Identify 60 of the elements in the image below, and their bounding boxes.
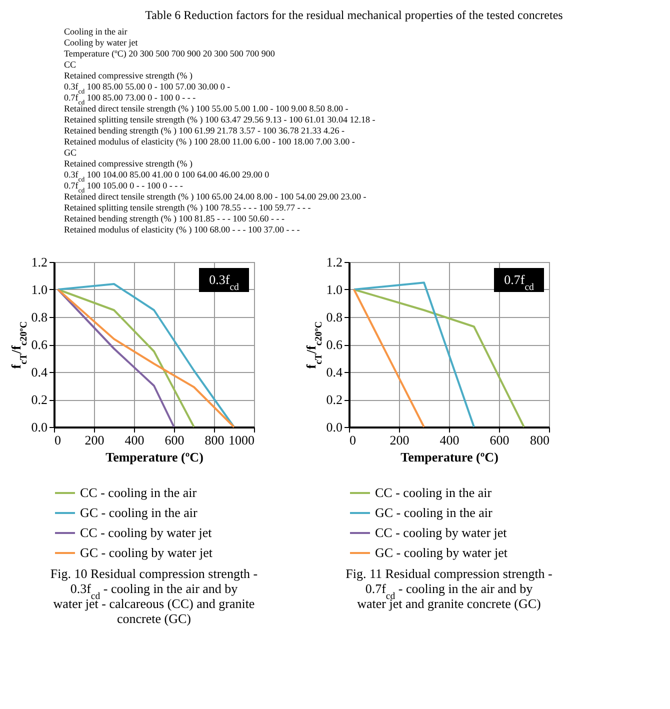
y-tick-label: 1.0 [326,282,342,297]
legend-label: CC - cooling by water jet [375,525,508,540]
text: 0.7f$_{cd}$ 100 85.00 73.00 0 - 100 0 - - - [64,92,196,106]
text: 0.7f$_{cd}$ 100 105.00 0 - - 100 0 - - - [64,180,183,194]
text: CC [64,60,76,70]
y-tick-label: 0.0 [326,420,342,434]
y-tick-label: 0.8 [326,310,342,324]
legend-label: CC - cooling in the air [375,485,492,500]
legend-label: GC - cooling by water jet [80,545,213,560]
annotation: 0.3f$_{cd}$ [209,272,240,292]
text: Retained splitting tensile strength (% ) 100 78.55 - - - 100 59.77 - - - [64,202,311,212]
y-tick-label: 0.6 [31,337,48,352]
legend-label: GC - cooling by water jet [375,545,508,560]
x-tick-label: 600 [164,432,184,448]
y-tick-label: 0.4 [31,364,48,380]
text: Retained modulus of elasticity (% ) 100 68.00 - - - 100 37.00 - - - [64,224,300,234]
text: Fig. 10 Residual compression strength - 0.3f$_{cd}$ - cooling in the air and by water jet - calcareous (CC) and granite concrete (GC) [50,566,258,626]
text: Retained bending strength (% ) 100 81.85 - - - 100 50.60 - - - [64,214,284,224]
y-tick-label: 1.0 [31,282,48,297]
text: Retained modulus of elasticity (% ) 100 28.00 11.00 6.00 - 100 18.00 7.00 3.00 - [64,136,355,146]
text: 0.3f$_{cd}$ 100 85.00 55.00 0 - 100 57.00 30.00 0 - [64,82,230,95]
x-tick-label: 0 [350,432,356,448]
text: Retained splitting tensile strength (% ) 100 63.47 29.56 9.13 - 100 61.01 30.04 12.18 - [64,114,376,124]
y-tick-label: 0.6 [326,337,343,352]
y-tick-label: 0.4 [326,364,343,380]
text: Retained direct tensile strength (% ) 100 55.00 5.00 1.00 - 100 9.00 8.50 8.00 - [64,104,348,114]
text: Retained bending strength (% ) 100 61.99 21.78 3.57 - 100 36.78 21.33 4.26 - [64,126,344,136]
y-tick-label: 1.2 [31,254,48,270]
x-axis-title: Temperature (ºC) [106,450,204,464]
text: Fig. 11 Residual compression strength - 0.7f$_{cd}$ - cooling in the air and by water jet and granite concrete (GC) [346,566,552,611]
x-tick-label: 200 [84,432,104,448]
legend-label: GC - cooling in the air [375,505,494,520]
x-axis-title: Temperature (ºC) [400,450,498,464]
text: Temperature (ºC) 20 300 500 700 900 20 300 500 700 900 [64,48,276,58]
text: Retained compressive strength (% ) [64,70,192,80]
text: Retained direct tensile strength (% ) 100 65.00 24.00 8.00 - 100 54.00 29.00 23.00 - [64,192,366,202]
legend-label: CC - cooling by water jet [80,525,212,540]
y-tick-label: 0.0 [31,420,48,434]
text: 0.3f$_{cd}$ 100 104.00 85.00 41.00 0 100 64.00 46.00 29.00 0 [64,170,270,183]
x-tick-label: 800 [204,432,224,448]
legend-label: CC - cooling in the air [80,485,198,500]
text: Table 6 Reduction factors for the residual mechanical properties of the tested concretes [145,8,564,22]
x-tick-label: 400 [440,432,460,448]
annotation: 0.7f$_{cd}$ [504,272,534,292]
x-tick-label: 800 [530,432,550,448]
x-tick-label: 200 [390,432,410,448]
y-tick-label: 0.2 [31,392,48,407]
x-tick-label: 1000 [228,432,254,448]
x-tick-label: 400 [124,432,144,448]
text: Cooling by water jet [64,38,138,48]
line-series [353,288,525,428]
y-tick-label: 1.2 [326,254,342,270]
y-tick-label: 0.8 [31,310,48,324]
x-tick-label: 600 [490,432,510,448]
text: GC [64,148,77,158]
x-tick-label: 0 [54,432,61,448]
text: Retained compressive strength (% ) [64,158,192,168]
text: Cooling in the air [64,26,128,36]
legend-label: GC - cooling in the air [80,505,198,520]
y-tick-label: 0.2 [326,392,342,407]
